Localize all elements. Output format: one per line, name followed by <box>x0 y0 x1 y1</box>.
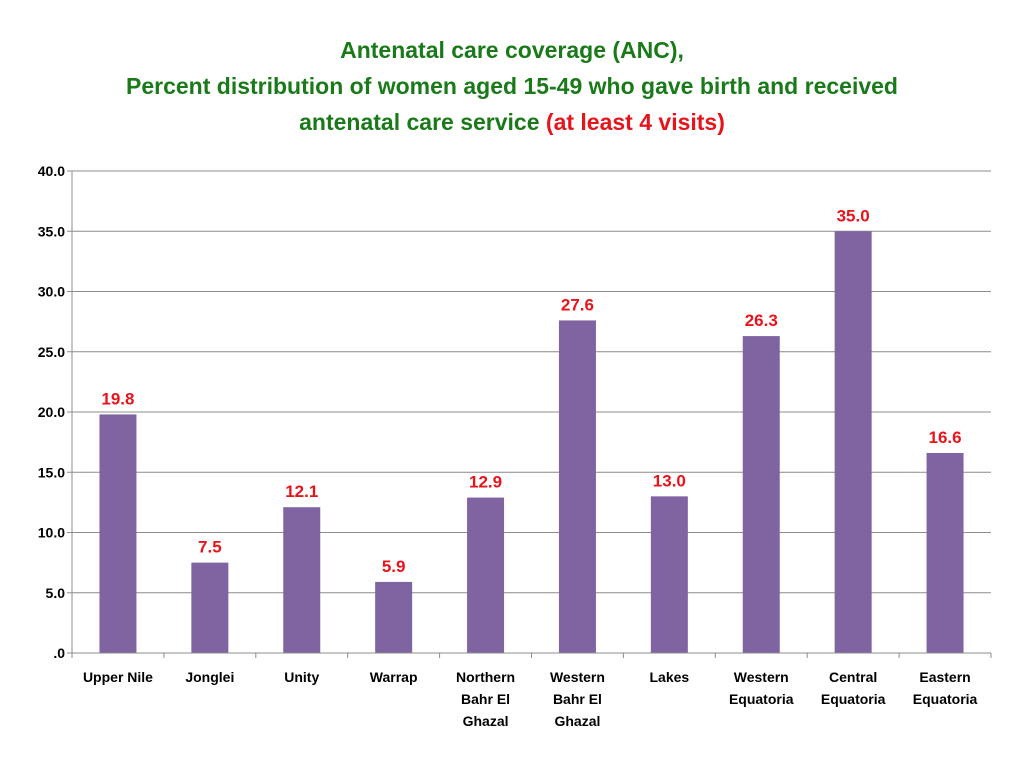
x-tick-label: Warrap <box>370 669 418 685</box>
data-label: 12.9 <box>469 473 502 492</box>
bar <box>283 507 321 653</box>
x-tick-label-line: Jonglei <box>185 669 234 685</box>
x-tick-label: Eastern Equatoria <box>913 669 978 707</box>
labels: .0 5.0 10.0 15.0 20.0 25.0 30.0 35.0 40.0 19.8 Upp… <box>38 163 978 729</box>
data-label: 19.8 <box>101 389 134 408</box>
chart-title-line-2: Percent distribution of women aged 15-49… <box>126 73 898 99</box>
data-label: 27.6 <box>561 295 594 314</box>
chart-title-line-3: antenatal care service (at least 4 visit… <box>0 104 1024 140</box>
data-label: 26.3 <box>745 311 778 330</box>
x-tick-label-line: Ghazal <box>554 713 600 729</box>
x-tick-label-line: Equatoria <box>729 691 794 707</box>
x-tick-label-line: Central <box>829 669 877 685</box>
x-tick-label-line: Western <box>550 669 605 685</box>
y-tick-label: 20.0 <box>38 404 65 420</box>
axes <box>67 170 992 658</box>
x-tick-label-line: Equatoria <box>913 691 978 707</box>
x-tick-label-line: Western <box>734 669 789 685</box>
x-tick-label-line: Unity <box>284 669 319 685</box>
y-tick-label: 5.0 <box>46 585 66 601</box>
chart-title-line-3-main: antenatal care service <box>299 109 540 135</box>
bar <box>926 452 964 653</box>
x-tick-label-line: Upper Nile <box>83 669 153 685</box>
y-tick-label: 25.0 <box>38 344 65 360</box>
y-tick-label: .0 <box>53 645 65 661</box>
x-tick-label-line: Ghazal <box>463 713 509 729</box>
data-label: 13.0 <box>653 471 686 490</box>
y-tick-label: 15.0 <box>38 464 65 480</box>
x-tick-label-line: Northern <box>456 669 515 685</box>
chart-title-line-1: Antenatal care coverage (ANC), <box>340 37 684 63</box>
x-tick-label-line: Lakes <box>649 669 689 685</box>
x-tick-label: Northern Bahr El Ghazal <box>456 669 515 729</box>
y-tick-label: 35.0 <box>38 223 65 239</box>
bar <box>375 581 413 653</box>
bar <box>742 336 780 653</box>
data-label: 7.5 <box>198 538 222 557</box>
y-tick-label: 40.0 <box>38 163 65 179</box>
data-label: 16.6 <box>929 428 962 447</box>
data-label: 35.0 <box>837 206 870 225</box>
bar <box>558 320 596 653</box>
chart-title: Antenatal care coverage (ANC), Percent d… <box>0 32 1024 140</box>
data-label: 12.1 <box>285 482 318 501</box>
bar <box>191 562 229 653</box>
x-tick-label-line: Eastern <box>919 669 970 685</box>
x-tick-label: Jonglei <box>185 669 234 685</box>
data-label: 5.9 <box>382 557 406 576</box>
y-tick-label: 10.0 <box>38 525 65 541</box>
x-tick-label-line: Bahr El <box>461 691 510 707</box>
x-tick-label: Central Equatoria <box>821 669 886 707</box>
x-tick-label: Unity <box>284 669 319 685</box>
bar <box>99 414 137 653</box>
x-tick-label-line: Bahr El <box>553 691 602 707</box>
x-tick-label: Lakes <box>649 669 689 685</box>
x-tick-label: Upper Nile <box>83 669 153 685</box>
bar <box>467 497 505 653</box>
bar <box>650 496 688 653</box>
x-tick-label: Western Equatoria <box>729 669 794 707</box>
y-tick-label: 30.0 <box>38 284 65 300</box>
chart-title-highlight: (at least 4 visits) <box>545 109 725 135</box>
bars <box>99 231 964 653</box>
x-tick-label-line: Equatoria <box>821 691 886 707</box>
x-tick-label-line: Warrap <box>370 669 418 685</box>
bar <box>834 231 872 653</box>
x-tick-label: Western Bahr El Ghazal <box>550 669 605 729</box>
